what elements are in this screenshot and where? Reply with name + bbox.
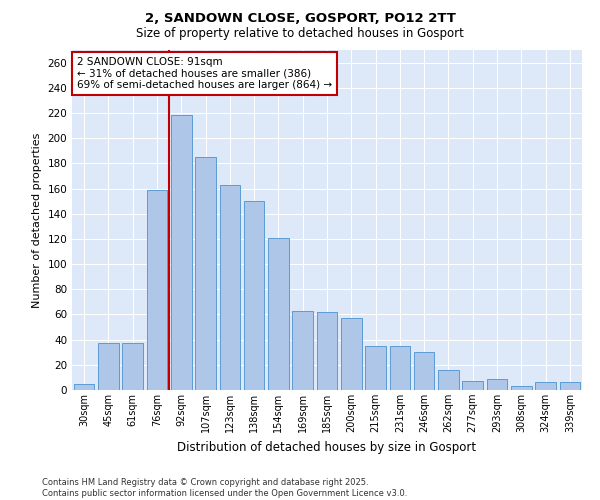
- Bar: [195, 157, 216, 390]
- X-axis label: Distribution of detached houses by size in Gosport: Distribution of detached houses by size …: [178, 440, 476, 454]
- Bar: [487, 378, 508, 390]
- Y-axis label: Number of detached properties: Number of detached properties: [32, 132, 42, 308]
- Bar: [74, 384, 94, 390]
- Bar: [317, 312, 337, 390]
- Bar: [268, 238, 289, 390]
- Text: 2, SANDOWN CLOSE, GOSPORT, PO12 2TT: 2, SANDOWN CLOSE, GOSPORT, PO12 2TT: [145, 12, 455, 26]
- Bar: [292, 310, 313, 390]
- Bar: [365, 346, 386, 390]
- Bar: [560, 382, 580, 390]
- Text: 2 SANDOWN CLOSE: 91sqm
← 31% of detached houses are smaller (386)
69% of semi-de: 2 SANDOWN CLOSE: 91sqm ← 31% of detached…: [77, 57, 332, 90]
- Bar: [171, 116, 191, 390]
- Bar: [146, 190, 167, 390]
- Bar: [341, 318, 362, 390]
- Bar: [414, 352, 434, 390]
- Text: Size of property relative to detached houses in Gosport: Size of property relative to detached ho…: [136, 28, 464, 40]
- Bar: [535, 382, 556, 390]
- Bar: [98, 344, 119, 390]
- Bar: [438, 370, 459, 390]
- Bar: [389, 346, 410, 390]
- Bar: [220, 184, 240, 390]
- Bar: [511, 386, 532, 390]
- Bar: [244, 201, 265, 390]
- Bar: [122, 344, 143, 390]
- Bar: [463, 381, 483, 390]
- Text: Contains HM Land Registry data © Crown copyright and database right 2025.
Contai: Contains HM Land Registry data © Crown c…: [42, 478, 407, 498]
